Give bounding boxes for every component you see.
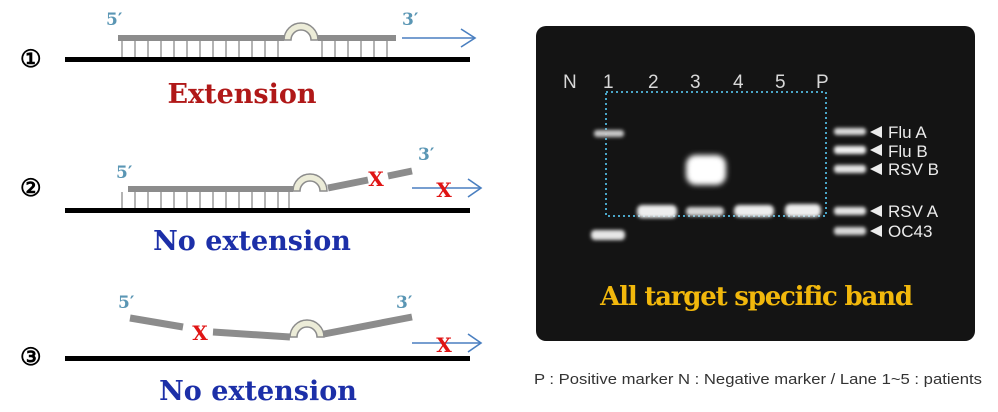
- lane-label-1: 1: [603, 72, 614, 93]
- mismatch-mark: X: [368, 167, 384, 191]
- base-pair-ticks: [121, 40, 388, 57]
- scenario-2: ② X 5′ 3′ X No extension: [20, 145, 483, 257]
- mismatch-mark: X: [192, 321, 208, 345]
- prime-3-label: 3′: [396, 293, 413, 313]
- lane-label-p: P: [816, 72, 829, 93]
- marker-label-rsv-b: RSV B: [888, 160, 939, 179]
- primer-3-end-segment: [387, 167, 413, 180]
- template-strand: [65, 356, 470, 361]
- marker-band-rsv-b: [834, 165, 866, 173]
- outcome-label: No extension: [159, 376, 357, 407]
- primer-left: [118, 35, 284, 41]
- marker-band-rsv-a: [834, 207, 866, 215]
- prime-3-label: 3′: [402, 10, 419, 30]
- lane-label-3: 3: [690, 72, 701, 93]
- marker-label-oc43: OC43: [888, 222, 932, 241]
- extension-arrow: [402, 28, 477, 48]
- blocked-mark: X: [436, 333, 452, 357]
- prime-5-label: 5′: [116, 163, 133, 183]
- overlay-label: All target specific band: [599, 282, 913, 312]
- blocked-mark: X: [436, 178, 452, 202]
- lane-label-n: N: [563, 72, 577, 93]
- outcome-label: No extension: [153, 226, 351, 257]
- gel-image: N 1 2 3 4 5 P Flu A Flu B RSV: [536, 26, 975, 341]
- lane-label-4: 4: [733, 72, 744, 93]
- highlight-box: [605, 91, 827, 217]
- loop-hairpin: [292, 173, 328, 192]
- primer-5-end-segment: [129, 314, 184, 331]
- prime-5-label: 5′: [106, 10, 123, 30]
- gel-background: [536, 26, 975, 341]
- scenario-3: ③ X 5′ 3′ X No extension: [20, 293, 483, 407]
- prime-3-label: 3′: [418, 145, 435, 165]
- band-lane-3-upper: [686, 155, 726, 185]
- band-lane-4: [734, 205, 774, 217]
- marker-band-flu-b: [834, 146, 866, 154]
- primer-3-end-segment: [323, 313, 413, 338]
- lane-label-2: 2: [648, 72, 659, 93]
- marker-band-oc43: [834, 227, 866, 235]
- blocked-arrow: [412, 333, 483, 353]
- template-strand: [65, 208, 470, 213]
- gel-caption: P : Positive marker N : Negative marker …: [534, 371, 982, 388]
- band-lane-3-lower: [686, 207, 724, 216]
- scenario-3-number: ③: [20, 342, 42, 371]
- marker-band-flu-a: [834, 128, 866, 135]
- primer-left: [128, 186, 293, 192]
- primer-mismatch-segment: [327, 176, 369, 192]
- primer-right: [318, 35, 396, 41]
- scenario-2-number: ②: [20, 173, 42, 202]
- band-lane-2: [637, 205, 677, 218]
- marker-pointers: [870, 126, 882, 237]
- scenario-1: ① 5′ 3′ Extension: [20, 10, 477, 110]
- template-strand: [65, 57, 470, 62]
- band-lane-1-upper: [594, 130, 624, 137]
- marker-label-flu-b: Flu B: [888, 142, 928, 161]
- prime-5-label: 5′: [118, 293, 135, 313]
- primer-middle-segment: [212, 328, 291, 341]
- loop-hairpin: [289, 319, 325, 338]
- lane-label-5: 5: [775, 72, 786, 93]
- loop-hairpin: [283, 22, 319, 41]
- blocked-arrow: [412, 178, 483, 198]
- outcome-label: Extension: [167, 79, 316, 110]
- marker-label-flu-a: Flu A: [888, 123, 927, 142]
- scenario-1-number: ①: [20, 44, 42, 73]
- band-lane-1-lower: [591, 230, 625, 240]
- base-pair-ticks: [121, 192, 290, 208]
- band-lane-5: [785, 204, 821, 217]
- marker-label-rsv-a: RSV A: [888, 202, 939, 221]
